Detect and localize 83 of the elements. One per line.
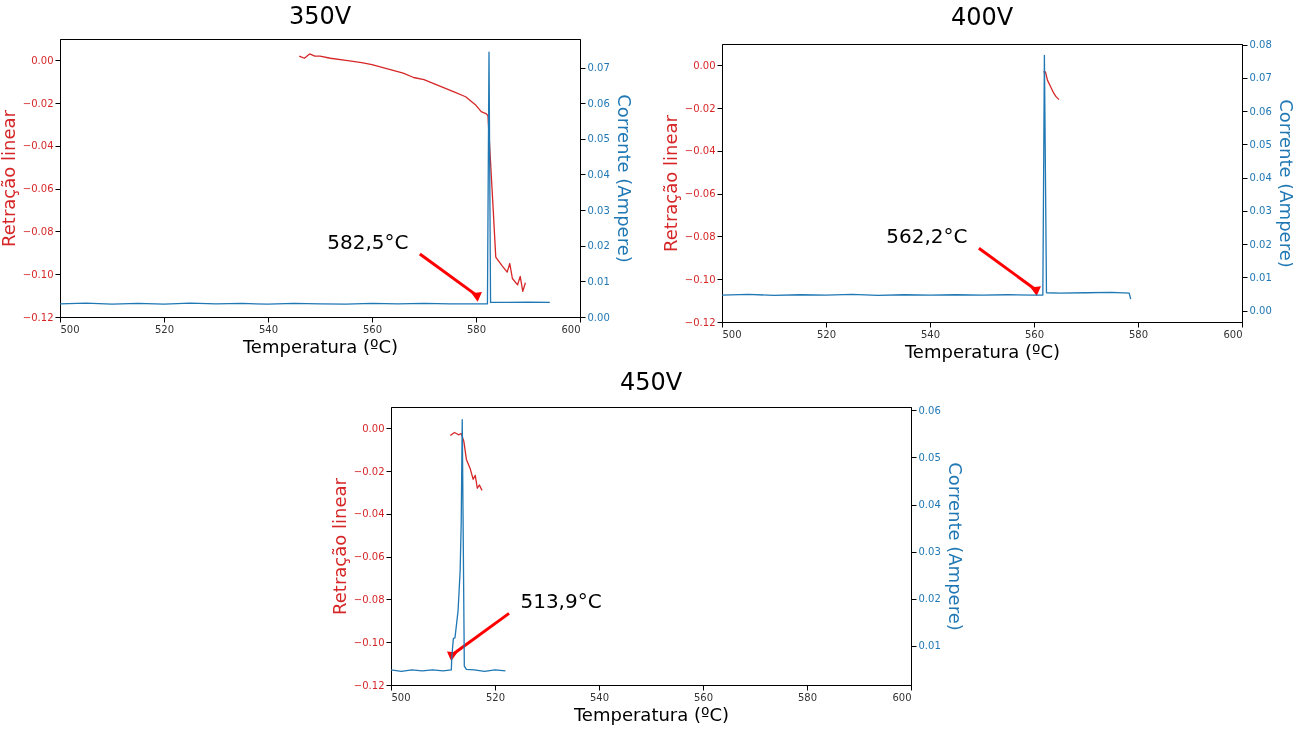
x-tick-label: 500 [60, 323, 80, 335]
y-tick-label: −0.02 [684, 102, 715, 114]
y2-tick-label: 0.04 [1249, 172, 1272, 184]
annotation: 562,2°C [885, 224, 967, 249]
x-tick-label: 560 [693, 691, 713, 703]
x-tick-label: 540 [589, 691, 609, 703]
y2-tick-label: 0.02 [587, 240, 610, 252]
y-tick-label: −0.08 [353, 593, 384, 605]
y-tick-label: 0.00 [361, 422, 384, 434]
chart-title: 400V [950, 2, 1014, 31]
y2-axis-title: Corrente (Ampere) [944, 462, 966, 631]
x-tick-label: 540 [258, 323, 278, 335]
y2-tick-label: 0.04 [918, 499, 941, 511]
y2-tick-label: 0.03 [918, 546, 941, 558]
line-series [59, 51, 550, 305]
y-tick-label: −0.02 [353, 465, 384, 477]
y2-tick-label: 0.08 [1249, 39, 1272, 51]
y-tick-label: 0.00 [692, 59, 715, 71]
y-tick-label: −0.10 [353, 636, 384, 648]
x-axis-title: Temperatura (ºC) [241, 335, 398, 357]
x-tick-label: 560 [1024, 328, 1044, 340]
x-axis-title: Temperatura (ºC) [572, 703, 729, 725]
chart-title: 450V [619, 368, 683, 397]
y2-tick-label: 0.00 [1249, 305, 1272, 317]
y2-tick-label: 0.07 [587, 62, 610, 74]
line-series [390, 419, 506, 672]
x-tick-label: 600 [560, 323, 580, 335]
x-tick-label: 560 [362, 323, 382, 335]
y2-tick-label: 0.06 [587, 97, 610, 109]
y2-tick-label: 0.03 [587, 204, 610, 216]
x-tick-label: 520 [816, 328, 836, 340]
y-tick-label: −0.06 [684, 188, 715, 200]
y2-axis-title: Corrente (Ampere) [1275, 99, 1293, 268]
y2-tick-label: 0.01 [1249, 271, 1272, 283]
y-tick-label: −0.08 [684, 230, 715, 242]
y-axis-title: Retração linear [659, 114, 681, 252]
annotation: 513,9°C [519, 589, 602, 614]
y-tick-label: −0.10 [684, 273, 715, 285]
x-tick-label: 520 [154, 323, 174, 335]
y-tick-label: −0.08 [22, 225, 53, 237]
y-tick-label: 0.00 [30, 54, 53, 66]
x-axis-title: Temperatura (ºC) [903, 340, 1060, 362]
y2-tick-label: 0.07 [1249, 72, 1272, 84]
line-series [298, 53, 526, 292]
y-tick-label: −0.06 [22, 183, 53, 195]
y-tick-label: −0.04 [353, 508, 384, 520]
y-axis-title: Retração linear [0, 109, 19, 247]
y-tick-label: −0.06 [353, 551, 384, 563]
annotation: 582,5°C [326, 229, 408, 254]
y2-tick-label: 0.05 [1249, 138, 1272, 150]
y2-tick-label: 0.02 [1249, 238, 1272, 250]
y-tick-label: −0.02 [22, 97, 53, 109]
y-axis-title: Retração linear [328, 477, 350, 615]
line-series [449, 431, 483, 492]
x-tick-label: 600 [1222, 328, 1242, 340]
line-series [1042, 71, 1060, 101]
x-tick-label: 500 [391, 691, 411, 703]
x-tick-label: 540 [920, 328, 940, 340]
y2-tick-label: 0.02 [918, 593, 941, 605]
y2-tick-label: 0.00 [587, 311, 610, 323]
chart-title: 350V [288, 2, 352, 30]
y-tick-label: −0.12 [22, 311, 53, 323]
x-tick-label: 500 [722, 328, 742, 340]
y-tick-label: −0.04 [684, 145, 715, 157]
x-tick-label: 580 [1128, 328, 1148, 340]
y-tick-label: −0.10 [22, 268, 53, 280]
x-tick-label: 580 [797, 691, 817, 703]
x-tick-label: 580 [466, 323, 486, 335]
y2-tick-label: 0.03 [1249, 205, 1272, 217]
y2-tick-label: 0.01 [918, 640, 941, 652]
x-tick-label: 520 [485, 691, 505, 703]
line-series [721, 54, 1131, 300]
y-tick-label: −0.04 [22, 140, 53, 152]
y2-tick-label: 0.05 [918, 451, 941, 463]
y2-tick-label: 0.06 [1249, 105, 1272, 117]
y-tick-label: −0.12 [684, 316, 715, 328]
y-tick-label: −0.12 [353, 679, 384, 691]
y2-tick-label: 0.06 [918, 404, 941, 416]
y2-tick-label: 0.01 [587, 275, 610, 287]
y2-axis-title: Corrente (Ampere) [613, 94, 635, 263]
y2-tick-label: 0.05 [587, 133, 610, 145]
y2-tick-label: 0.04 [587, 168, 610, 180]
x-tick-label: 600 [891, 691, 911, 703]
